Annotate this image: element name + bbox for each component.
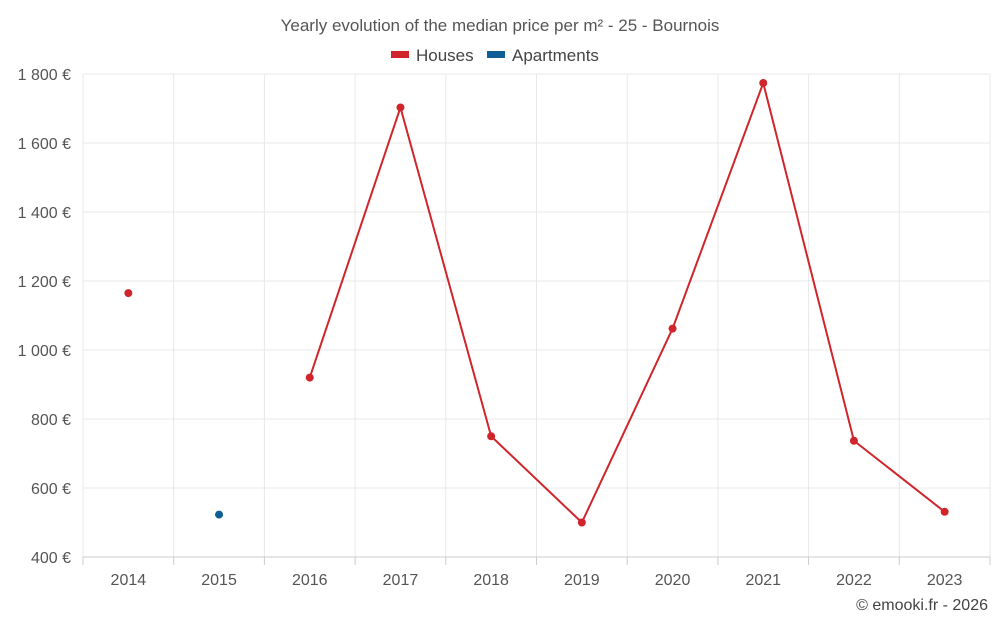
legend: Houses Apartments bbox=[391, 46, 599, 65]
x-tick-label: 2021 bbox=[745, 572, 781, 589]
data-point-houses[interactable] bbox=[849, 436, 858, 445]
series bbox=[124, 78, 949, 527]
x-tick-label: 2020 bbox=[655, 572, 691, 589]
legend-item-houses[interactable]: Houses bbox=[391, 46, 474, 65]
x-tick-label: 2014 bbox=[111, 572, 147, 589]
data-point-houses[interactable] bbox=[305, 373, 314, 382]
legend-label-apartments: Apartments bbox=[512, 46, 599, 65]
y-tick-label: 1 400 € bbox=[18, 205, 71, 222]
series-line-houses bbox=[852, 439, 946, 513]
series-line-houses bbox=[671, 81, 765, 330]
data-point-houses[interactable] bbox=[940, 507, 949, 516]
y-tick-label: 1 000 € bbox=[18, 343, 71, 360]
legend-swatch-apartments bbox=[487, 51, 505, 58]
legend-swatch-houses bbox=[391, 51, 409, 58]
y-tick-label: 1 600 € bbox=[18, 136, 71, 153]
series-line-houses bbox=[580, 327, 674, 524]
data-point-apartments[interactable] bbox=[215, 510, 224, 519]
data-point-houses[interactable] bbox=[668, 324, 677, 333]
x-tick-label: 2018 bbox=[473, 572, 509, 589]
series-line-houses bbox=[308, 106, 402, 379]
series-line-houses bbox=[762, 81, 855, 442]
x-tick-label: 2015 bbox=[201, 572, 237, 589]
y-tick-label: 800 € bbox=[31, 412, 71, 429]
x-tick-label: 2016 bbox=[292, 572, 328, 589]
y-axis: 400 € 600 € 800 € 1 000 € 1 200 € 1 400 € 1 60… bbox=[18, 67, 71, 567]
legend-label-houses: Houses bbox=[416, 46, 474, 65]
y-tick-label: 600 € bbox=[31, 481, 71, 498]
y-tick-label: 1 800 € bbox=[18, 67, 71, 84]
data-point-houses[interactable] bbox=[487, 432, 496, 441]
series-line-houses bbox=[399, 106, 493, 438]
y-tick-label: 400 € bbox=[31, 550, 71, 567]
series-houses bbox=[124, 78, 949, 527]
chart-title: Yearly evolution of the median price per… bbox=[281, 16, 720, 35]
y-tick-label: 1 200 € bbox=[18, 274, 71, 291]
x-tick-label: 2017 bbox=[383, 572, 419, 589]
data-point-houses[interactable] bbox=[759, 78, 768, 87]
x-tick-label: 2019 bbox=[564, 572, 600, 589]
data-point-houses[interactable] bbox=[577, 518, 586, 527]
x-axis: 2014 2015 2016 2017 2018 2019 2020 2021 2022 2023 bbox=[82, 556, 991, 589]
x-tick-label: 2023 bbox=[927, 572, 963, 589]
series-line-houses bbox=[490, 435, 583, 524]
x-tick-label: 2022 bbox=[836, 572, 872, 589]
data-point-houses[interactable] bbox=[396, 103, 405, 112]
data-point-houses[interactable] bbox=[124, 289, 133, 298]
series-apartments bbox=[215, 510, 224, 519]
credit-text: © emooki.fr - 2026 bbox=[856, 597, 988, 614]
grid bbox=[82, 73, 991, 557]
legend-item-apartments[interactable]: Apartments bbox=[487, 46, 599, 65]
